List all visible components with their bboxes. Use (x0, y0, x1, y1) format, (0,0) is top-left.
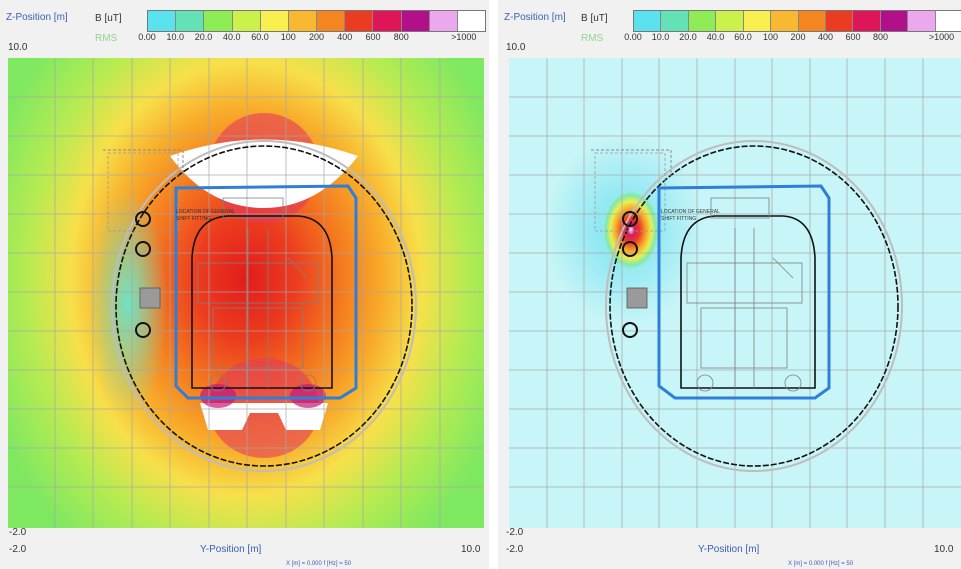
colorbar-swatch (148, 11, 177, 31)
cable-hotspot (601, 188, 661, 272)
colorbar-tick-label: 600 (845, 32, 861, 42)
colorbar-title: B [uT] (95, 13, 122, 24)
structure-gauge (191, 215, 333, 389)
colorbar-swatch (798, 11, 826, 31)
colorbar-swatch (688, 11, 717, 31)
colorbar-tick-label: 60.0 (251, 32, 269, 42)
colorbar-swatch (634, 11, 662, 31)
colorbar-tick-label: 10.0 (651, 32, 670, 42)
svg-text:SHIFT FITTING: SHIFT FITTING (661, 216, 696, 222)
colorbar-tick-label: 0.00 (138, 32, 156, 42)
colorbar-tick-label: 200 (308, 32, 325, 42)
colorbar-tick-label: 600 (365, 32, 381, 42)
colorbar-swatch (743, 11, 772, 31)
colorbar-tick-label: 60.0 (734, 32, 752, 42)
equipment-sketch (197, 197, 319, 392)
colorbar-tick-label: 20.0 (679, 32, 697, 42)
rms-label: RMS (581, 33, 604, 44)
colorbar-tick-label: 100 (762, 32, 779, 42)
colorbar-tick-label: >1000 (928, 32, 955, 42)
colorbar-title: B [uT] (581, 13, 608, 24)
colorbar-tick-label: 800 (872, 32, 889, 42)
y-axis-title: Y-Position [m] (698, 544, 760, 555)
heatmap-svg: LOCATION OF GENERAL SHIFT FITTING (8, 58, 484, 528)
svg-text:SHIFT FITTING: SHIFT FITTING (176, 216, 211, 222)
tunnel-outer-ring (605, 140, 903, 472)
cable-2 (622, 241, 638, 257)
field-plot-right: Z-Position [m] B [uT] RMS 10.0 0.00 10.0 2… (498, 0, 961, 569)
colorbar-swatch (853, 11, 881, 31)
heatmap-plot: LOCATION OF GENERAL SHIFT FITTING (8, 58, 484, 528)
colorbar (147, 10, 486, 32)
colorbar-swatch (204, 11, 233, 31)
equipment-sketch (686, 197, 803, 392)
colorbar-swatch (288, 11, 318, 31)
z-axis-title: Z-Position [m] (6, 12, 68, 23)
cable-1 (622, 211, 638, 227)
colorbar-swatch (825, 11, 854, 31)
calc-parameters: X [m] = 0.000 f [Hz] = 50 (286, 561, 352, 567)
colorbar-swatch (716, 11, 744, 31)
colorbar-swatch (260, 11, 289, 31)
tunnel-lining (609, 145, 899, 467)
colorbar-tick-label: 800 (393, 32, 409, 42)
colorbar-tick-label: 40.0 (706, 32, 725, 42)
z-axis-bottom-value: -2.0 (506, 527, 524, 538)
svg-text:LOCATION OF GENERAL: LOCATION OF GENERAL (661, 209, 720, 215)
colorbar-tick-label: 0.00 (624, 32, 642, 42)
y-axis-right-value: 10.0 (934, 544, 954, 555)
z-axis-title: Z-Position [m] (504, 12, 566, 23)
colorbar-swatch (429, 11, 458, 31)
y-axis-right-value: 10.0 (461, 544, 481, 555)
floor-saturated-region (200, 403, 328, 430)
colorbar-swatch (401, 11, 430, 31)
colorbar-tick-label: 10.0 (166, 32, 185, 42)
z-axis-bottom-value: -2.0 (9, 527, 27, 538)
train-outline (657, 184, 831, 400)
colorbar-tick-label: 400 (817, 32, 834, 42)
colorbar-swatch (317, 11, 346, 31)
z-axis-top-value: 10.0 (8, 42, 28, 53)
field-plot-left: Z-Position [m] B [uT] RMS 10.0 0.00 10.0 2… (0, 0, 489, 569)
roof-saturated-region (170, 139, 358, 208)
colorbar (633, 10, 961, 32)
colorbar-swatch (232, 11, 261, 31)
svg-text:LOCATION OF GENERAL: LOCATION OF GENERAL (176, 209, 235, 215)
y-axis-left-value: -2.0 (9, 544, 27, 555)
tunnel-outer-ring (111, 140, 417, 472)
grid-lines (8, 58, 484, 528)
colorbar-swatch (176, 11, 205, 31)
y-axis-left-value: -2.0 (506, 544, 524, 555)
rms-label: RMS (95, 33, 118, 44)
train-outline (174, 184, 358, 400)
heatmap-plot: LOCATION OF GENERAL SHIFT FITTING (509, 58, 961, 528)
y-axis-title: Y-Position [m] (200, 544, 262, 555)
cable-3 (135, 322, 151, 338)
structure-gauge (680, 215, 816, 389)
colorbar-tick-label: 200 (790, 32, 806, 42)
colorbar-tick-label: 20.0 (194, 32, 213, 42)
colorbar-swatch (771, 11, 799, 31)
colorbar-tick-label: >1000 (451, 32, 477, 42)
colorbar-tick-label: 40.0 (222, 32, 241, 42)
colorbar-swatch (345, 11, 374, 31)
cable-3 (622, 322, 638, 338)
tunnel-lining (115, 145, 413, 467)
colorbar-tick-label: 400 (337, 32, 353, 42)
colorbar-swatch (457, 11, 486, 31)
cable-1 (135, 211, 151, 227)
colorbar-swatch (880, 11, 909, 31)
z-axis-top-value: 10.0 (506, 42, 526, 53)
cable-2 (135, 241, 151, 257)
heatmap-svg: LOCATION OF GENERAL SHIFT FITTING (509, 58, 961, 528)
calc-parameters: X [m] = 0.000 f [Hz] = 50 (788, 561, 854, 567)
panel-divider (489, 0, 498, 569)
colorbar-swatch (661, 11, 689, 31)
colorbar-tick-label: 100 (280, 32, 296, 42)
colorbar-swatch (935, 11, 961, 31)
colorbar-swatch (373, 11, 402, 31)
colorbar-swatch (908, 11, 936, 31)
